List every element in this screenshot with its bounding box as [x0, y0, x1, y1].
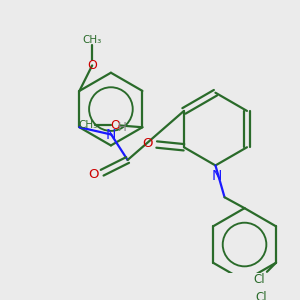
- Text: O: O: [142, 137, 153, 150]
- Text: N: N: [212, 169, 223, 183]
- Text: O: O: [87, 59, 97, 72]
- Text: N: N: [106, 128, 116, 142]
- Text: O: O: [110, 119, 120, 132]
- Text: O: O: [88, 168, 98, 181]
- Text: CH₃: CH₃: [82, 35, 102, 45]
- Text: CH₃: CH₃: [78, 120, 98, 130]
- Text: Cl: Cl: [255, 291, 267, 300]
- Text: H: H: [118, 121, 127, 134]
- Text: Cl: Cl: [254, 273, 266, 286]
